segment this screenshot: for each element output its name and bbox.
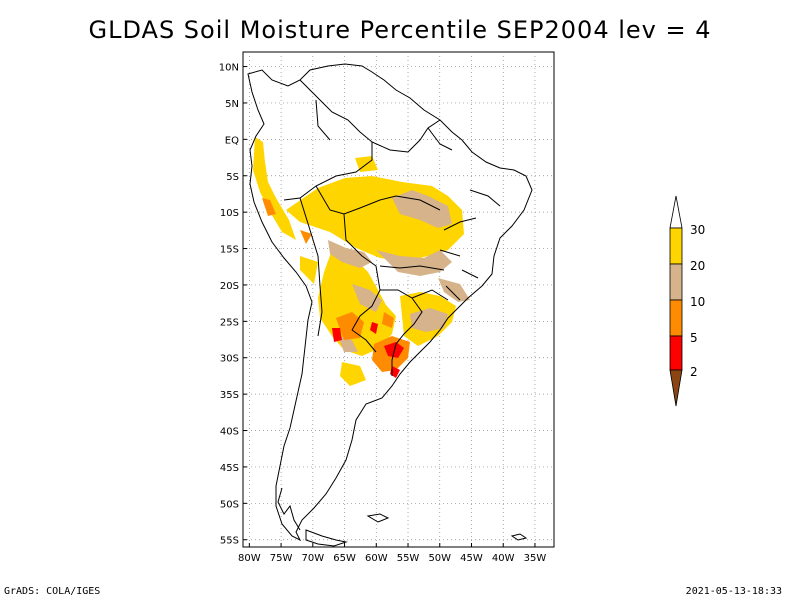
colorbar: 30 20 10 5 2 [669,195,705,407]
lon-tick-label: 35W [524,553,547,564]
colorbar-bottom-arrow [669,369,683,407]
lat-tick-label: 55S [220,536,239,547]
lon-tick-label: 50W [428,553,451,564]
lat-tick-label: 25S [220,317,239,328]
falkland-islands [366,513,390,523]
lat-tick-label: 40S [220,427,239,438]
map-title: GLDAS Soil Moisture Percentile SEP2004 l… [88,16,712,44]
country-borders [283,79,453,376]
footer-credit: GrADS: COLA/IGES [4,586,101,597]
south-america-coastline [247,63,533,542]
lat-tick-label: 30S [220,354,239,365]
lat-tick-label: 45S [220,463,239,474]
colorbar-label-2: 2 [690,365,698,379]
longitude-tick-labels: 80W 75W 70W 65W 60W 55W 50W 45W 40W 35W [238,543,546,564]
footer-timestamp: 2021-05-13-18:33 [685,586,782,597]
lon-tick-label: 40W [492,553,515,564]
lat-tick-label: EQ [225,135,239,146]
south-georgia [510,533,528,541]
lon-tick-label: 45W [460,553,483,564]
colorbar-label-10: 10 [690,295,705,309]
lat-tick-label: 5S [226,172,239,183]
lat-tick-label: 5N [225,99,239,110]
colorbar-top-arrow [669,195,683,229]
lat-tick-label: 50S [220,499,239,510]
plot-frame [242,51,555,548]
lat-tick-label: 10S [220,208,239,219]
colorbar-segment-5-10 [669,299,683,337]
gridlines [243,52,554,547]
colorbar-segment-2-5 [669,335,683,371]
lon-tick-label: 65W [333,553,356,564]
lon-tick-label: 60W [365,553,388,564]
lat-tick-label: 35S [220,390,239,401]
chile-archipelago [277,487,301,531]
lat-tick-label: 10N [219,63,239,74]
lon-tick-label: 55W [397,553,420,564]
brazil-internal-borders [395,189,501,301]
tierra-del-fuego [305,529,348,547]
colorbar-label-30: 30 [690,223,705,237]
lon-tick-label: 75W [270,553,293,564]
colorbar-segment-20-30 [669,227,683,265]
colorbar-segment-10-20 [669,263,683,301]
fill-10-20 [328,190,470,352]
colorbar-label-20: 20 [690,259,705,273]
colorbar-label-5: 5 [690,331,698,345]
lat-tick-label: 20S [220,281,239,292]
lon-tick-label: 80W [238,553,261,564]
lat-tick-label: 15S [220,245,239,256]
lon-tick-label: 70W [302,553,325,564]
coastline-borders [247,63,533,547]
latitude-tick-labels: 10N 5N EQ 5S 10S 15S 20S 25S 30S 35S 40S 45S 50S 55S [219,63,247,547]
